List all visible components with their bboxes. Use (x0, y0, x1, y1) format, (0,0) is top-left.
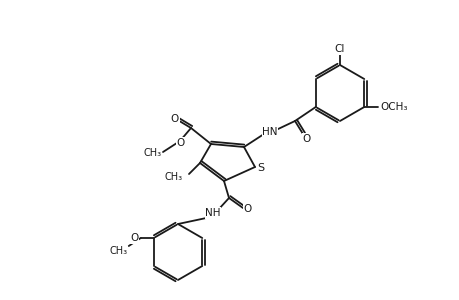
Text: CH₃: CH₃ (164, 172, 183, 182)
Text: O: O (243, 204, 252, 214)
Text: S: S (257, 163, 264, 173)
Text: CH₃: CH₃ (109, 246, 128, 256)
Text: O: O (130, 233, 139, 243)
Text: Cl: Cl (334, 44, 344, 54)
Text: O: O (170, 114, 179, 124)
Text: O: O (302, 134, 310, 144)
Text: HN: HN (262, 127, 277, 137)
Text: NH: NH (205, 208, 220, 218)
Text: O: O (177, 138, 185, 148)
Text: CH₃: CH₃ (144, 148, 162, 158)
Text: OCH₃: OCH₃ (380, 102, 407, 112)
